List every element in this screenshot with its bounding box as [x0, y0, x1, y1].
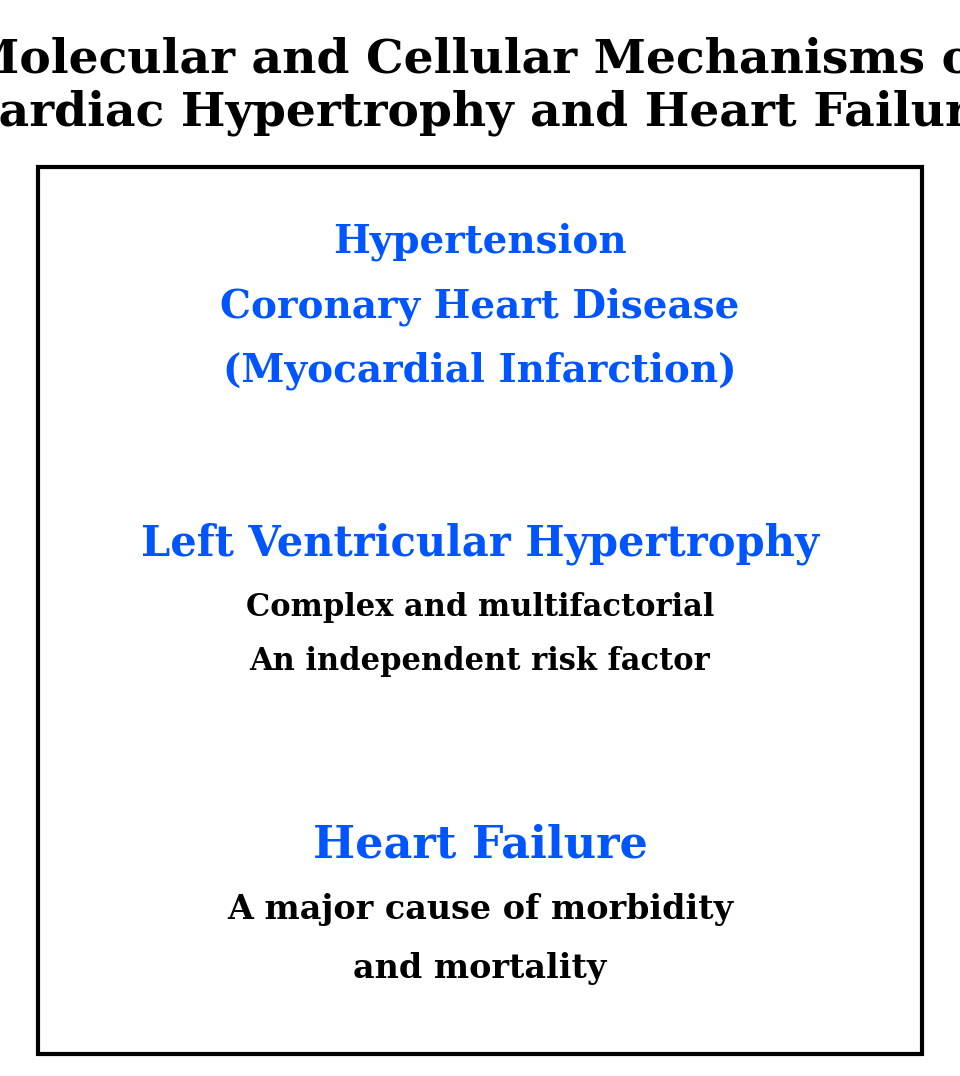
Text: A major cause of morbidity: A major cause of morbidity: [227, 893, 733, 925]
Text: Complex and multifactorial: Complex and multifactorial: [246, 593, 714, 623]
Text: Heart Failure: Heart Failure: [313, 823, 647, 866]
Text: Cardiac Hypertrophy and Heart Failure: Cardiac Hypertrophy and Heart Failure: [0, 89, 960, 137]
Text: Molecular and Cellular Mechanisms of: Molecular and Cellular Mechanisms of: [0, 37, 960, 82]
Text: and mortality: and mortality: [353, 952, 607, 985]
Text: (Myocardial Infarction): (Myocardial Infarction): [223, 352, 737, 391]
Text: An independent risk factor: An independent risk factor: [250, 647, 710, 677]
Text: Left Ventricular Hypertrophy: Left Ventricular Hypertrophy: [141, 522, 819, 565]
Text: Hypertension: Hypertension: [333, 223, 627, 261]
Text: Coronary Heart Disease: Coronary Heart Disease: [220, 287, 740, 326]
